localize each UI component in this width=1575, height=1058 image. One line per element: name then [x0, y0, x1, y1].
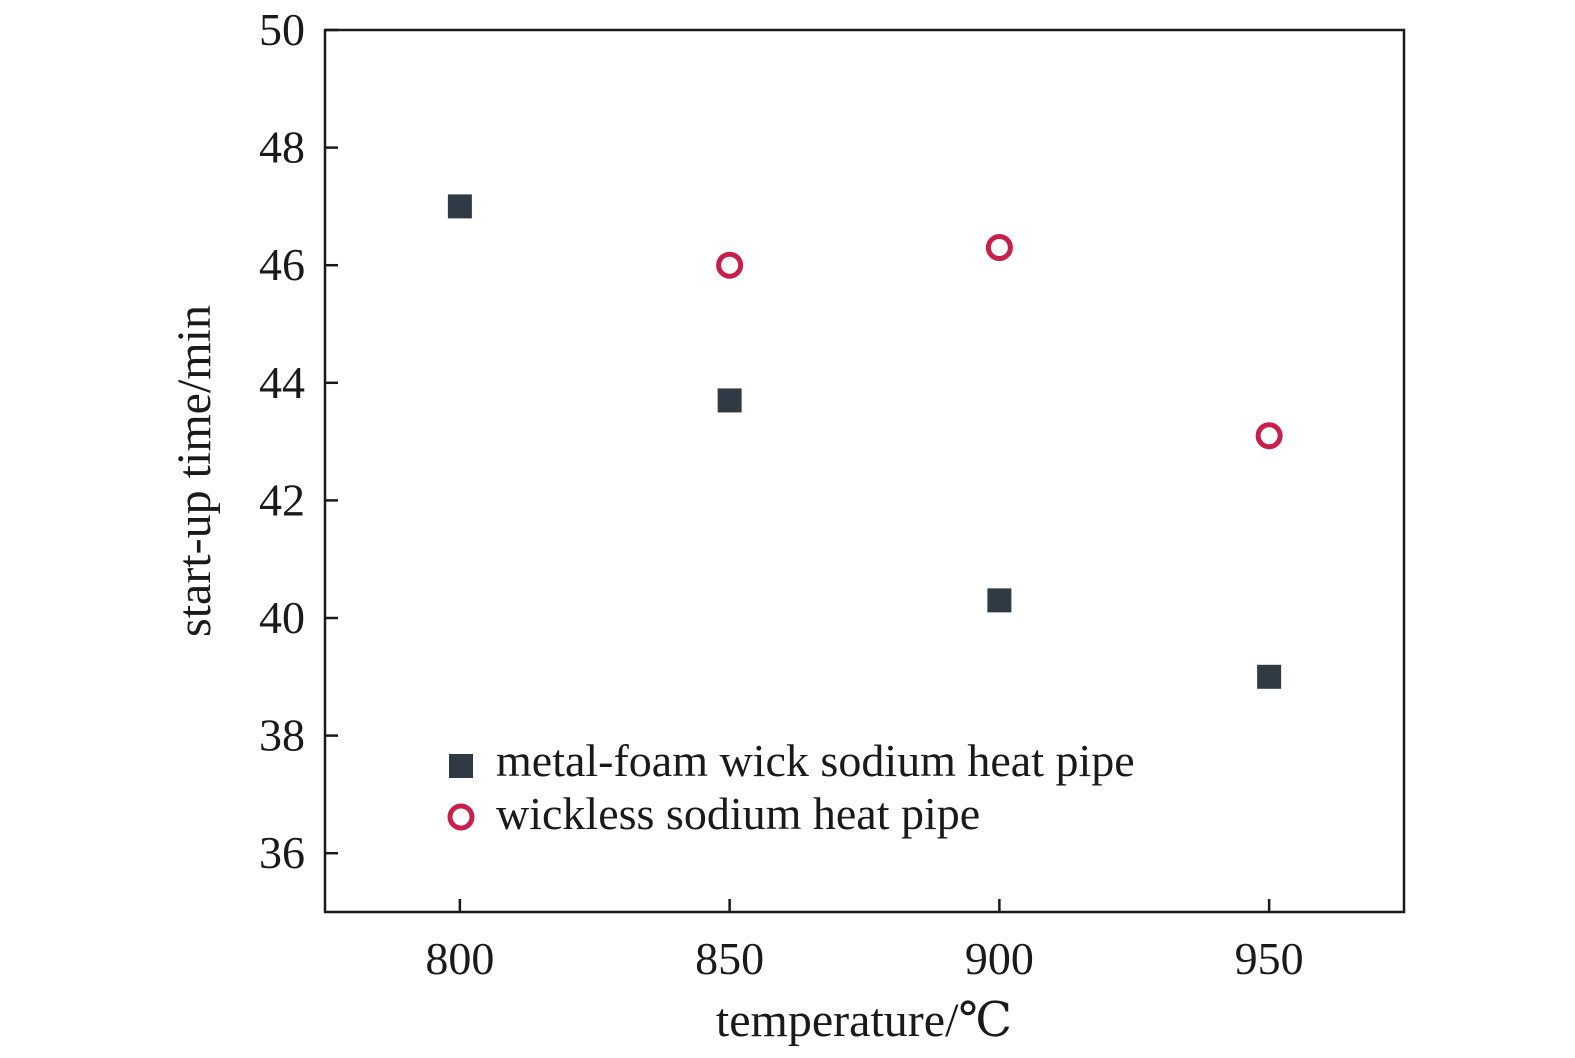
x-tick-label-0: 800	[425, 933, 494, 984]
x-tick-label-1: 850	[695, 933, 764, 984]
y-tick-label-3: 42	[259, 474, 305, 525]
legend: metal-foam wick sodium heat pipe wickles…	[447, 735, 1135, 839]
y-tick-label-1: 38	[259, 710, 305, 761]
plot-area-frame	[323, 28, 1406, 914]
x-tick-label-2: 900	[965, 933, 1034, 984]
legend-marker-wickless	[447, 803, 475, 831]
y-tick-label-7: 50	[259, 4, 305, 55]
series-1-point-0	[716, 251, 744, 279]
legend-label-wickless: wickless sodium heat pipe	[496, 788, 980, 839]
legend-marker-metal-foam	[449, 754, 473, 778]
legend-label-metal-foam: metal-foam wick sodium heat pipe	[496, 735, 1135, 786]
series-0-point-2	[987, 588, 1012, 613]
y-tick-label-0: 36	[259, 827, 305, 878]
y-axis-title: start-up time/min	[168, 305, 221, 637]
axis-ticks: 800 850 900 950 36 38 40 42 44 46 48 50	[259, 4, 1304, 984]
series-0-point-1	[717, 388, 742, 413]
y-tick-label-2: 40	[259, 592, 305, 643]
series-0-point-0	[447, 194, 472, 219]
y-tick-label-5: 46	[259, 239, 305, 290]
x-axis-title: temperature/℃	[716, 994, 1012, 1047]
x-tick-label-3: 950	[1235, 933, 1304, 984]
y-tick-label-4: 44	[259, 357, 305, 408]
series-1-point-2	[1255, 422, 1283, 450]
series-0-point-3	[1257, 664, 1282, 689]
series-1-point-1	[985, 234, 1013, 262]
data-points	[447, 194, 1283, 689]
y-tick-label-6: 48	[259, 122, 305, 173]
